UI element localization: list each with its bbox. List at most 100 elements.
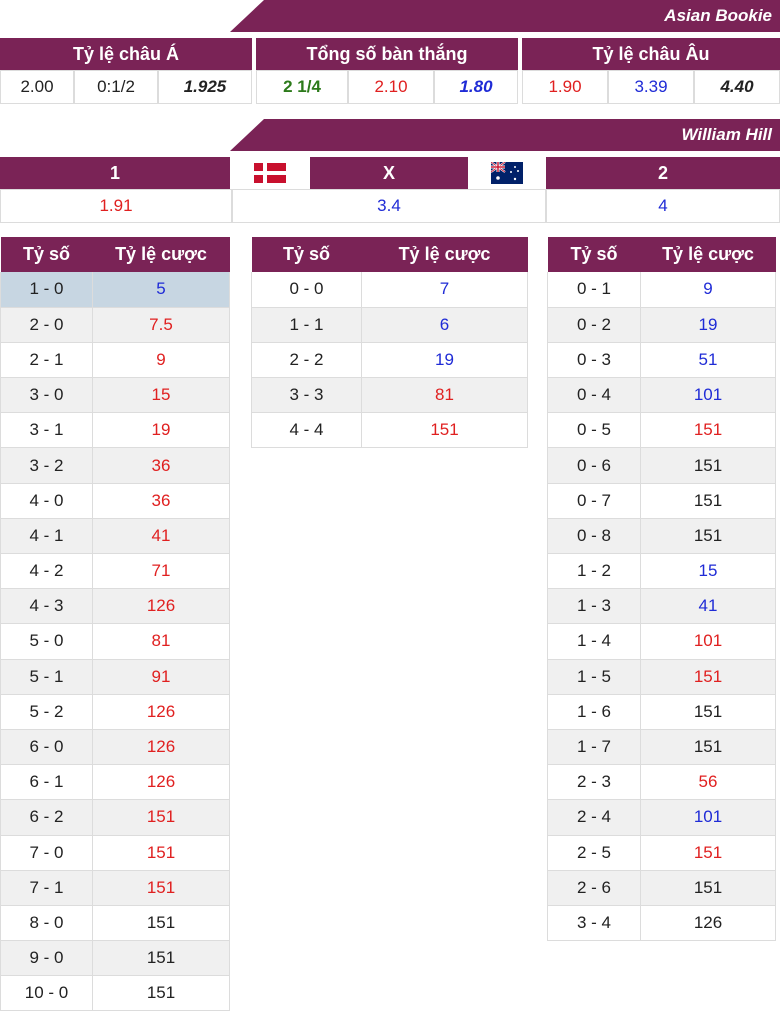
score-row: 7 - 0 151	[0, 835, 230, 871]
handicap-home-odds: 2.00	[0, 70, 74, 104]
odds-cell: 36	[92, 483, 230, 519]
handicap-line: 0:1/2	[74, 70, 158, 104]
score-cell: 2 - 5	[547, 835, 641, 871]
odds-cell: 101	[640, 799, 776, 836]
score-cell: 3 - 4	[547, 905, 641, 942]
score-row: 2 - 2 19	[251, 342, 528, 379]
header-asian-handicap: Tỷ lệ châu Á	[0, 38, 252, 70]
score-cell: 1 - 6	[547, 694, 641, 730]
score-cell: 7 - 0	[0, 835, 93, 871]
score-cell: 7 - 1	[0, 870, 93, 906]
header-draw: X	[310, 157, 468, 189]
score-cell: 4 - 4	[251, 412, 362, 449]
score-cell: 4 - 0	[0, 483, 93, 519]
odds-cell: 151	[640, 447, 776, 484]
score-cell: 4 - 2	[0, 553, 93, 590]
score-cell: 2 - 3	[547, 764, 641, 801]
odds-cell: 41	[640, 588, 776, 625]
header-european-odds: Tỷ lệ châu Âu	[522, 38, 780, 70]
odds-cell: 91	[92, 659, 230, 695]
score-cell: 0 - 2	[547, 307, 641, 343]
score-row: 1 - 3 41	[547, 588, 776, 625]
odds-cell: 151	[361, 412, 528, 449]
score-row: 4 - 0 36	[0, 483, 230, 519]
score-cell: 3 - 3	[251, 377, 362, 414]
odds-cell: 56	[640, 764, 776, 801]
score-cell: 2 - 6	[547, 870, 641, 906]
odds-cell: 126	[92, 729, 230, 766]
odds-cell: 81	[92, 623, 230, 660]
score-cell: 1 - 3	[547, 588, 641, 625]
asian-bookie-title: Asian Bookie	[664, 6, 772, 25]
score-row: 6 - 0 126	[0, 729, 230, 766]
odds-cell: 9	[92, 342, 230, 379]
score-cell: 1 - 0	[0, 272, 93, 308]
header-total-goals: Tổng số bàn thắng	[256, 38, 518, 70]
odds-cell: 151	[92, 905, 230, 942]
score-row: 2 - 6 151	[547, 870, 776, 906]
score-cell: 5 - 2	[0, 694, 93, 730]
score-row: 4 - 4 151	[251, 412, 528, 449]
odds-cell: 101	[640, 623, 776, 660]
odds-cell: 151	[640, 412, 776, 449]
score-row: 5 - 2 126	[0, 694, 230, 730]
odds-cell: 151	[92, 799, 230, 836]
score-cell: 5 - 0	[0, 623, 93, 660]
col-score-header: Tỷ số	[251, 237, 362, 272]
odds-cell: 15	[92, 377, 230, 414]
score-cell: 0 - 4	[547, 377, 641, 414]
score-row: 8 - 0 151	[0, 905, 230, 942]
odds-cell: 9	[640, 272, 776, 308]
score-cell: 3 - 1	[0, 412, 93, 449]
odds-cell: 126	[92, 588, 230, 625]
odds-cell: 41	[92, 518, 230, 555]
odds-cell: 151	[92, 940, 230, 977]
score-row: 0 - 7 151	[547, 483, 776, 519]
odds-cell: 81	[361, 377, 528, 414]
score-row: 2 - 5 151	[547, 835, 776, 871]
score-row: 2 - 0 7.5	[0, 307, 230, 343]
header-away-win: 2	[546, 157, 780, 189]
total-over-odds: 2.10	[348, 70, 434, 104]
score-cell: 2 - 1	[0, 342, 93, 379]
score-cell: 1 - 4	[547, 623, 641, 660]
score-row: 3 - 3 81	[251, 377, 528, 414]
score-cell: 1 - 2	[547, 553, 641, 590]
william-hill-away-odds: 4	[546, 189, 780, 223]
odds-cell: 151	[640, 518, 776, 555]
score-row: 5 - 0 81	[0, 623, 230, 660]
score-row: 1 - 5 151	[547, 659, 776, 695]
score-row: 3 - 4 126	[547, 905, 776, 942]
odds-cell: 151	[92, 870, 230, 906]
odds-cell: 151	[640, 694, 776, 730]
odds-cell: 151	[92, 835, 230, 871]
odds-cell: 15	[640, 553, 776, 590]
score-row: 0 - 4 101	[547, 377, 776, 414]
score-row: 0 - 5 151	[547, 412, 776, 449]
score-row: 4 - 1 41	[0, 518, 230, 555]
col-score-header: Tỷ số	[0, 237, 93, 272]
score-cell: 10 - 0	[0, 975, 93, 1012]
odds-cell: 71	[92, 553, 230, 590]
score-cell: 1 - 1	[251, 307, 362, 343]
total-goals-line: 2 1/4	[256, 70, 348, 104]
score-cell: 1 - 7	[547, 729, 641, 766]
score-cell: 1 - 5	[547, 659, 641, 695]
score-cell: 0 - 6	[547, 447, 641, 484]
score-row: 2 - 3 56	[547, 764, 776, 801]
score-cell: 6 - 0	[0, 729, 93, 766]
score-row: 10 - 0 151	[0, 975, 230, 1012]
score-row: 0 - 6 151	[547, 447, 776, 484]
score-cell: 6 - 1	[0, 764, 93, 801]
odds-cell: 6	[361, 307, 528, 343]
score-cell: 2 - 4	[547, 799, 641, 836]
european-home-odds: 1.90	[522, 70, 608, 104]
odds-cell: 126	[640, 905, 776, 942]
score-row: 6 - 2 151	[0, 799, 230, 836]
score-cell: 8 - 0	[0, 905, 93, 942]
